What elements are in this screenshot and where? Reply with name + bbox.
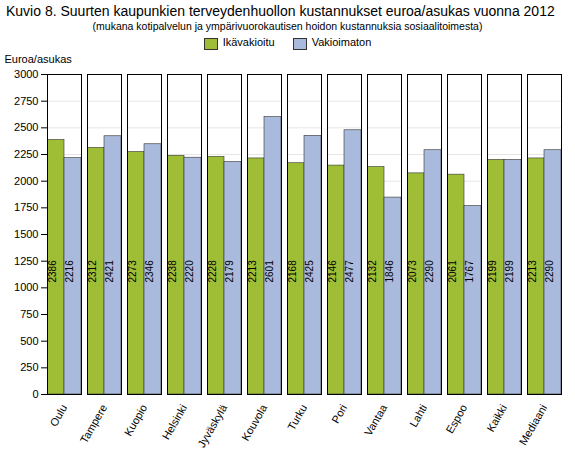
svg-text:Vantaa: Vantaa (362, 402, 390, 438)
html-text:(mukana kotipalvelun ja ympäri: (mukana kotipalvelun ja ympärivuorokauti… (92, 20, 483, 32)
svg-text:1500: 1500 (14, 228, 38, 240)
svg-text:Helsinki: Helsinki (160, 402, 190, 441)
svg-text:2500: 2500 (14, 121, 38, 133)
svg-text:Turku: Turku (285, 402, 309, 432)
svg-text:2425: 2425 (304, 260, 315, 283)
svg-text:2290: 2290 (424, 260, 435, 283)
svg-text:2273: 2273 (127, 260, 138, 283)
svg-text:2228: 2228 (207, 260, 218, 283)
svg-text:Lahti: Lahti (407, 402, 429, 429)
html-text:Ikävakioitu: Ikävakioitu (222, 36, 275, 49)
svg-text:2477: 2477 (344, 260, 355, 283)
svg-text:750: 750 (20, 308, 38, 320)
svg-text:250: 250 (20, 361, 38, 373)
svg-text:Tampere: Tampere (77, 402, 109, 445)
svg-text:Mediaani: Mediaani (517, 402, 550, 447)
svg-text:Pori: Pori (329, 402, 349, 425)
svg-text:2199: 2199 (504, 260, 515, 283)
svg-text:2213: 2213 (247, 260, 258, 283)
svg-text:2146: 2146 (327, 260, 338, 283)
svg-text:500: 500 (20, 335, 38, 347)
svg-text:2290: 2290 (544, 260, 555, 283)
svg-text:2061: 2061 (447, 260, 458, 283)
svg-text:1000: 1000 (14, 281, 38, 293)
svg-text:Kaikki: Kaikki (484, 402, 509, 433)
svg-text:2216: 2216 (64, 260, 75, 283)
svg-text:Jyväskylä: Jyväskylä (195, 402, 230, 450)
svg-text:Euroa/asukas: Euroa/asukas (5, 53, 73, 65)
svg-text:2132: 2132 (367, 260, 378, 283)
svg-text:Kouvola: Kouvola (239, 402, 270, 443)
svg-text:2238: 2238 (167, 260, 178, 283)
svg-text:3000: 3000 (14, 68, 38, 80)
html-text:Kuvio 8. Suurten kaupunkien te: Kuvio 8. Suurten kaupunkien terveydenhuo… (6, 3, 555, 19)
svg-text:0: 0 (32, 388, 38, 400)
svg-text:2421: 2421 (104, 260, 115, 283)
svg-text:Kuopio: Kuopio (122, 402, 150, 438)
svg-text:2346: 2346 (144, 260, 155, 283)
svg-text:2386: 2386 (47, 260, 58, 283)
svg-text:Oulu: Oulu (47, 402, 69, 428)
svg-text:1750: 1750 (14, 201, 38, 213)
svg-text:2220: 2220 (184, 260, 195, 283)
svg-text:2199: 2199 (487, 260, 498, 283)
svg-text:2213: 2213 (527, 260, 538, 283)
svg-text:2000: 2000 (14, 175, 38, 187)
html-text:Vakioimaton: Vakioimaton (311, 36, 372, 49)
svg-text:2073: 2073 (407, 260, 418, 283)
svg-text:2250: 2250 (14, 148, 38, 160)
svg-text:1767: 1767 (464, 260, 475, 283)
svg-text:2750: 2750 (14, 95, 38, 107)
svg-text:2601: 2601 (264, 260, 275, 283)
svg-text:2179: 2179 (224, 260, 235, 283)
svg-text:1846: 1846 (384, 260, 395, 283)
svg-text:Espoo: Espoo (443, 402, 469, 435)
svg-text:1250: 1250 (14, 255, 38, 267)
svg-text:2168: 2168 (287, 260, 298, 283)
svg-text:2312: 2312 (87, 260, 98, 283)
